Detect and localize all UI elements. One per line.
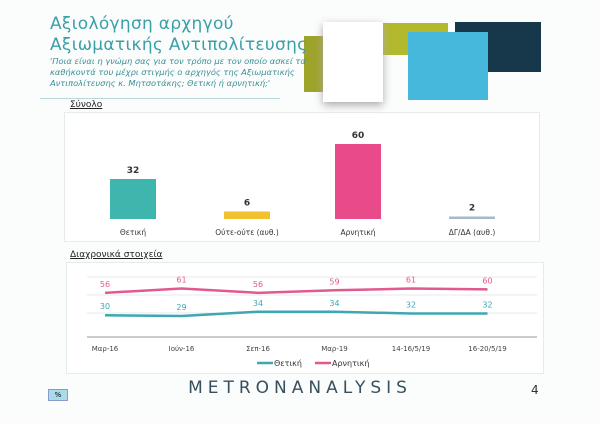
x-tick-label: 14-16/5/19 [392,345,430,353]
bar-value-label: 60 [352,131,365,141]
data-label: 34 [329,299,339,308]
data-label: 34 [253,299,263,308]
question-text: 'Ποια είναι η γνώμη σας για τον τρόπο με… [50,56,306,88]
decor-square-blue [408,32,488,100]
x-tick-label: Σεπ-16 [246,345,270,353]
bar-chart: 32 Θετική 6 Ούτε-ούτε (αυθ.) 60 Αρνητική 2 ΔΓ/Δ… [110,131,496,237]
bar-category-label: Θετική [120,228,146,237]
data-label: 29 [176,303,186,312]
data-label: 56 [100,280,110,289]
bar-value-label: 2 [469,204,475,214]
data-label: 59 [329,277,339,286]
line-section-title: Διαχρονικά στοιχεία [70,250,163,260]
data-label: 60 [482,276,492,285]
bar-1 [224,211,270,219]
decor-square-white [323,22,383,102]
data-label: 56 [253,280,263,289]
series-line-Αρνητική [104,287,488,295]
legend-label: Θετική [274,359,302,368]
bar-3 [449,216,495,219]
bar-value-label: 6 [244,199,250,209]
logo: METRONANALYSIS [188,378,412,398]
bar-category-label: Αρνητική [340,228,375,237]
page-title: Αξιολόγηση αρχηγού Αξιωματικής Αντιπολίτ… [50,14,308,55]
bar-category-label: Ούτε-ούτε (αυθ.) [215,228,279,237]
line-chart-box: 30 29 34 34 32 32 56 61 56 59 61 60 Μαρ-16 Ιούν-16 Σεπ… [66,262,544,374]
data-label: 61 [406,276,416,285]
bar-2 [335,144,381,219]
x-tick-label: Μαρ-16 [92,345,119,353]
x-tick-label: Ιούν-16 [169,345,195,353]
page-number: 4 [531,383,539,397]
bar-value-label: 32 [127,166,140,176]
data-label: 30 [100,302,110,311]
percent-badge: % [48,389,68,401]
line-chart: 30 29 34 34 32 32 56 61 56 59 61 60 Μαρ-16 Ιούν-16 Σεπ… [87,276,537,368]
data-label: 32 [406,300,416,309]
bar-chart-box: 32 Θετική 6 Ούτε-ούτε (αυθ.) 60 Αρνητική 2 ΔΓ/Δ… [64,112,540,242]
x-tick-label: 16-20/5/19 [468,345,506,353]
bar-0 [110,179,156,219]
data-label: 32 [482,300,492,309]
bar-category-label: ΔΓ/ΔΑ (αυθ.) [449,228,496,237]
x-tick-label: Μαρ-19 [321,345,348,353]
bar-section-title: Σύνολο [70,100,103,110]
series-line-Θετική [104,310,488,318]
divider [40,98,280,99]
data-label: 61 [176,276,186,285]
legend-label: Αρνητική [332,359,369,368]
